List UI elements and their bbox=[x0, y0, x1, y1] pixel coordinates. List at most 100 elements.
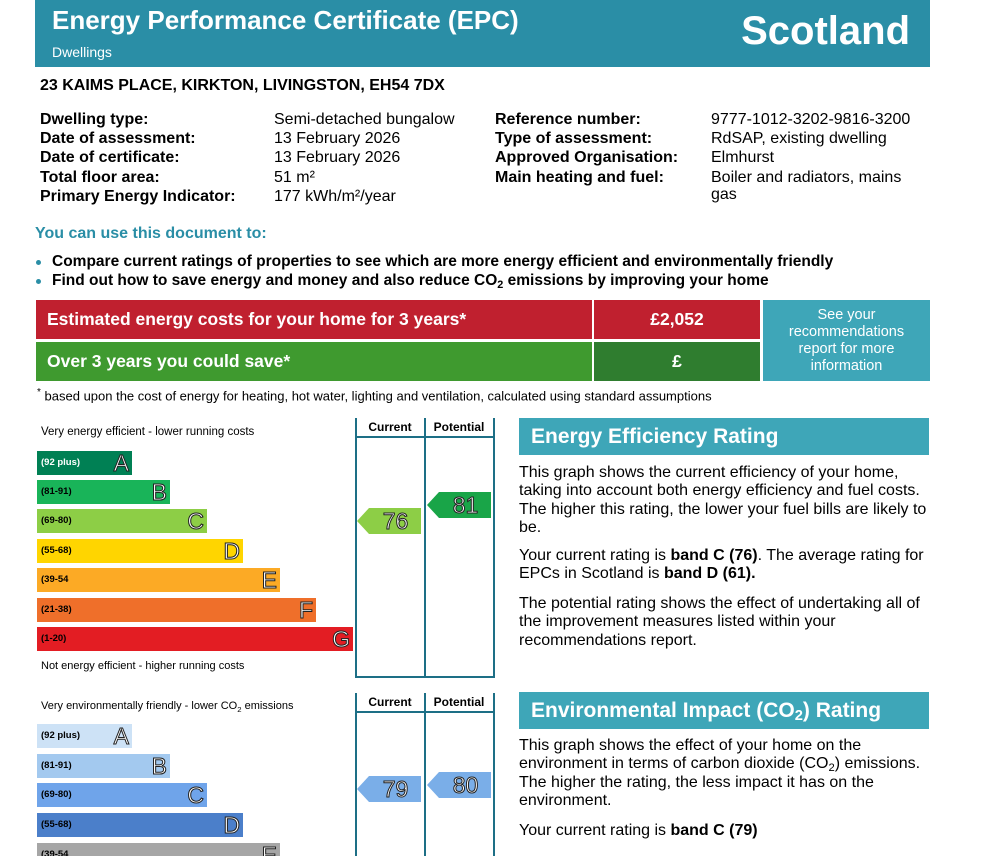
band-range: (81-91) bbox=[41, 486, 72, 497]
band-range: (81-91) bbox=[41, 760, 72, 771]
subscript: 2 bbox=[828, 762, 835, 775]
potential-rating: 80 bbox=[427, 772, 492, 799]
detail-label: Dwelling type: bbox=[40, 111, 149, 128]
frame-line bbox=[493, 418, 495, 678]
detail-label: Date of assessment: bbox=[40, 130, 196, 147]
detail-value: 177 kWh/m²/year bbox=[274, 188, 396, 205]
paragraph: This graph shows the effect of your home… bbox=[519, 737, 929, 810]
subscript: 2 bbox=[794, 708, 803, 724]
detail-label: Total floor area: bbox=[40, 169, 160, 186]
band-letter: C bbox=[187, 782, 205, 809]
paragraph: Your current rating is band C (79) bbox=[519, 822, 929, 840]
band-range: (21-38) bbox=[41, 604, 72, 615]
recommendations-link[interactable]: See your recommendations report for more… bbox=[763, 300, 930, 381]
subscript: 2 bbox=[237, 705, 242, 714]
subscript: 2 bbox=[497, 279, 504, 291]
title: Energy Performance Certificate (EPC) bbox=[52, 5, 519, 35]
band-letter: A bbox=[113, 450, 129, 477]
text: Environmental Impact (CO bbox=[531, 699, 795, 722]
band-letter: B bbox=[151, 479, 167, 506]
detail-value: Elmhurst bbox=[711, 149, 775, 166]
section-heading: Environmental Impact (CO2) Rating bbox=[519, 692, 929, 729]
text: Your current rating is bbox=[519, 547, 671, 564]
use-item: Find out how to save energy and money an… bbox=[52, 272, 769, 290]
text: Very environmentally friendly - lower CO bbox=[41, 700, 238, 712]
detail-value: RdSAP, existing dwelling bbox=[711, 130, 887, 147]
band-letter: A bbox=[113, 723, 129, 750]
rating-band: (39-54 E bbox=[37, 567, 280, 594]
detail-label: Approved Organisation: bbox=[495, 149, 679, 166]
cost-value: £2,052 bbox=[594, 300, 760, 339]
text: Energy Efficiency Rating bbox=[531, 425, 779, 448]
band-letter: F bbox=[298, 597, 313, 624]
text: Very energy efficient - lower running co… bbox=[41, 426, 255, 438]
detail-value: Boiler and radiators, mains gas bbox=[711, 169, 902, 203]
detail-label: Type of assessment: bbox=[495, 130, 653, 147]
detail-label: Primary Energy Indicator: bbox=[40, 188, 236, 205]
chart-bottom-note: Not energy efficient - higher running co… bbox=[41, 660, 245, 672]
detail-value: 13 February 2026 bbox=[274, 149, 401, 166]
detail-value: 13 February 2026 bbox=[274, 130, 401, 147]
section-heading: Energy Efficiency Rating bbox=[519, 418, 929, 455]
arrow-shape bbox=[357, 776, 421, 802]
rating-band: (69-80) C bbox=[37, 782, 207, 809]
band-letter: G bbox=[332, 626, 351, 653]
saving-label: Over 3 years you could save* bbox=[36, 342, 592, 381]
frame-line bbox=[424, 418, 426, 678]
text: The potential rating shows the effect of… bbox=[519, 595, 920, 649]
detail-value: Semi-detached bungalow bbox=[274, 111, 455, 128]
band-letter: C bbox=[187, 508, 205, 535]
chart-top-note: Very environmentally friendly - lower CO… bbox=[41, 700, 294, 714]
subtitle: Dwellings bbox=[52, 44, 112, 60]
frame-line bbox=[424, 693, 426, 856]
saving-value: £ bbox=[594, 342, 760, 381]
text: emissions bbox=[241, 700, 294, 712]
rating-band: (55-68) D bbox=[37, 812, 243, 839]
footnote: * based upon the cost of energy for heat… bbox=[37, 387, 712, 403]
rating-band: (39-54 E bbox=[37, 842, 280, 856]
band-letter: D bbox=[223, 538, 241, 565]
text: ) emissions. The higher the rating, the … bbox=[519, 755, 921, 809]
bold-text: band C (76) bbox=[670, 547, 758, 564]
band-letter: E bbox=[261, 567, 277, 594]
current-rating: 79 bbox=[357, 776, 422, 803]
text: Find out how to save energy and money an… bbox=[52, 272, 498, 289]
text: This graph shows the current efficiency … bbox=[519, 464, 927, 536]
rating-value: 81 bbox=[452, 492, 479, 519]
rating-value: 79 bbox=[382, 776, 409, 803]
band-letter: B bbox=[151, 753, 167, 780]
frame-line bbox=[355, 436, 495, 438]
detail-value: 51 m² bbox=[274, 169, 315, 186]
rating-band: (69-80) C bbox=[37, 508, 207, 535]
frame-line bbox=[493, 693, 495, 856]
detail-label: Date of certificate: bbox=[40, 149, 180, 166]
arrow-shape bbox=[357, 508, 421, 534]
text: Your current rating is bbox=[519, 822, 671, 839]
bold-text: band C (79) bbox=[670, 822, 758, 839]
text: This graph shows the effect of your home… bbox=[519, 737, 862, 773]
rating-band: (55-68) D bbox=[37, 538, 243, 565]
header-band bbox=[35, 0, 930, 67]
column-header: Current bbox=[368, 420, 412, 434]
bullet bbox=[36, 260, 41, 265]
band-range: (1-20) bbox=[41, 633, 67, 644]
band-letter: E bbox=[261, 842, 277, 856]
rating-value: 76 bbox=[382, 508, 409, 535]
text: emissions by improving your home bbox=[503, 272, 769, 289]
band-range: (39-54 bbox=[41, 574, 69, 585]
paragraph: The potential rating shows the effect of… bbox=[519, 595, 929, 650]
region: Scotland bbox=[741, 9, 910, 53]
band-letter: D bbox=[223, 812, 241, 839]
column-header: Current bbox=[368, 695, 412, 709]
frame-line bbox=[355, 418, 357, 678]
band-range: (39-54 bbox=[41, 849, 69, 856]
potential-rating: 81 bbox=[427, 492, 492, 519]
footnote-mark: * bbox=[37, 387, 41, 398]
rating-band: (1-20) G bbox=[37, 626, 353, 653]
rating-value: 80 bbox=[452, 772, 479, 799]
rating-band: (81-91) B bbox=[37, 479, 170, 506]
rating-band: (92 plus) A bbox=[37, 723, 132, 750]
bullet bbox=[36, 279, 41, 284]
frame-line bbox=[355, 711, 495, 713]
